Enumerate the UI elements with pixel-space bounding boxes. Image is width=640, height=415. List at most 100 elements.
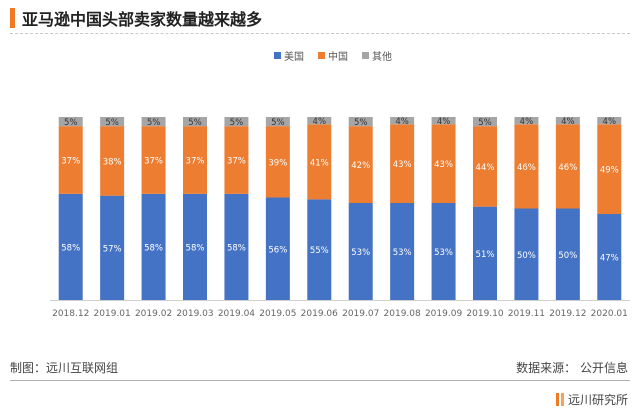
data-label: 37% [186,157,205,167]
x-tick-label: 2020.01 [591,309,628,319]
bar-segment [141,117,166,127]
bar-segment [555,124,580,209]
x-tick-label: 2019.08 [384,309,421,319]
data-label: 57% [103,244,122,254]
footer-divider [10,380,630,381]
data-label: 5% [354,118,368,128]
data-label: 39% [268,158,287,168]
data-label: 4% [313,117,327,127]
legend-item-china: 中国 [318,48,348,63]
x-tick-label: 2019.05 [259,309,296,319]
bar-segment [100,126,125,196]
bar-segment [390,117,415,125]
legend-item-us: 美国 [274,48,304,63]
chart-legend: 美国 中国 其他 [274,48,392,63]
data-label: 5% [188,118,202,128]
bar-segment [100,195,125,300]
data-label: 38% [103,157,122,167]
x-tick-label: 2019.03 [176,309,213,319]
bar-segment [224,126,249,194]
data-label: 43% [434,160,453,170]
data-label: 53% [393,248,412,258]
data-label: 41% [310,158,329,168]
bar-segment [390,203,415,300]
data-label: 37% [227,157,246,167]
data-label: 50% [558,251,577,261]
footer-credit: 制图：远川互联网组 [10,361,119,375]
bar-segment [431,124,456,204]
legend-swatch-other [362,52,369,59]
data-label: 4% [520,117,534,127]
bar-segment [473,126,497,207]
data-label: 58% [61,243,80,253]
data-label: 43% [393,160,412,170]
data-label: 5% [230,118,244,128]
data-label: 37% [144,157,163,167]
bar-segment [307,124,332,200]
x-tick-label: 2019.01 [94,309,131,319]
data-label: 50% [517,251,536,261]
title-divider [10,33,630,34]
legend-label-us: 美国 [284,52,304,63]
x-tick-label: 2019.09 [425,309,462,319]
bar-segment [348,203,373,300]
data-label: 58% [144,243,163,253]
chart-title: 亚马逊中国头部卖家数量越来越多 [22,10,263,29]
data-label: 56% [268,245,287,255]
data-label: 42% [351,161,370,171]
brand-name: 远川研究所 [567,393,628,407]
data-label: 58% [227,243,246,253]
bar-segment [58,117,83,127]
data-label: 44% [476,163,495,173]
data-label: 4% [395,117,409,127]
data-label: 46% [517,163,536,173]
data-label: 4% [561,117,575,127]
bar-segment [307,199,332,300]
bar-segment [473,206,497,300]
bar-segment [390,124,415,204]
x-tick-label: 2019.06 [301,309,338,319]
bar-segment [265,117,290,127]
bar-segment [348,117,373,127]
data-label: 5% [147,118,161,128]
bar-segment [58,126,83,194]
data-label: 53% [351,248,370,258]
bar-segment [307,117,332,125]
bar-segment [183,117,207,127]
brand-mark-icon [555,393,564,406]
bar-segment [597,124,622,214]
data-label: 5% [271,118,285,128]
legend-label-other: 其他 [372,52,392,63]
bar-segment [100,117,125,127]
data-label: 49% [600,166,619,176]
bar-segment [265,126,290,198]
bar-segment [555,117,580,125]
data-label: 53% [434,248,453,258]
data-label: 47% [600,253,619,263]
bar-segment [473,117,497,127]
footer-source: 数据来源： 公开信息 [516,361,628,375]
legend-item-other: 其他 [362,48,392,63]
bar-segment [141,126,166,194]
brand-logo: 远川研究所 [555,391,628,408]
x-tick-label: 2019.10 [466,309,503,319]
x-tick-label: 2019.11 [508,309,545,319]
data-label: 5% [478,118,492,128]
bar-segment [514,208,539,300]
data-label: 5% [64,118,78,128]
bar-segment [265,197,290,300]
bar-segment [348,126,373,204]
bar-segment [597,213,622,300]
data-label: 46% [558,163,577,173]
x-tick-label: 2019.02 [135,309,172,319]
legend-label-china: 中国 [328,52,348,63]
bar-segment [58,193,83,300]
bar-segment [183,126,207,194]
x-tick-label: 2019.04 [218,309,255,319]
bar-segment [431,117,456,125]
bar-segment [514,124,539,209]
legend-swatch-china [318,52,325,59]
bar-segment [183,193,207,300]
x-tick-label: 2019.12 [549,309,586,319]
